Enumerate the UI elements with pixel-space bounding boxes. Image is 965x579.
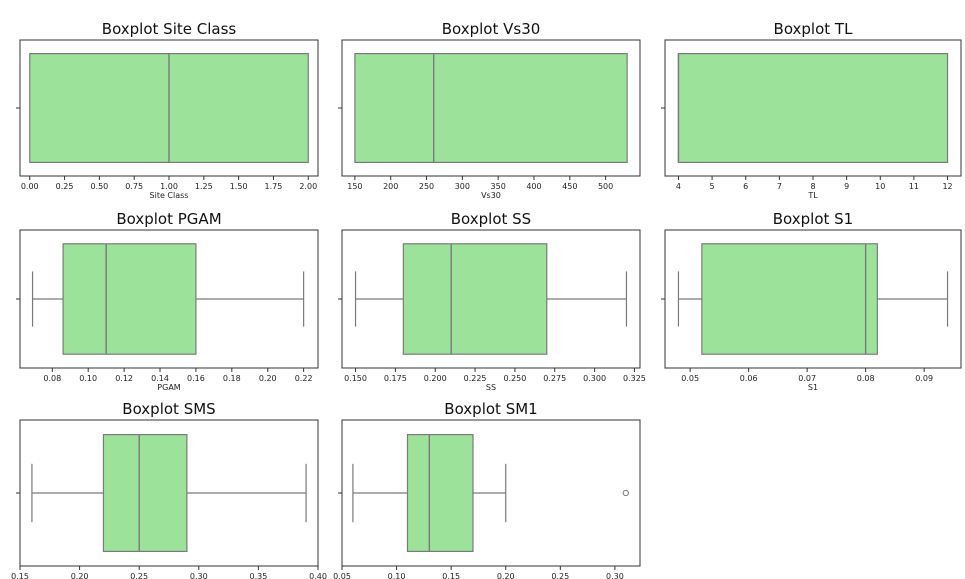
x-tick-label: 0.06 (740, 374, 758, 383)
boxplot-panel-4: Boxplot PGAM 0.08 0.10 0.12 0.14 0.16 0.18 0.20… (16, 210, 319, 392)
x-tick-label: 200 (383, 182, 398, 191)
x-axis-label: TL (807, 191, 818, 200)
x-tick-label: 0.20 (259, 374, 277, 383)
x-tick-label: 0.08 (857, 374, 875, 383)
x-tick-label: 500 (598, 182, 613, 191)
x-tick-label: 300 (455, 182, 470, 191)
x-tick-label: 0.25 (551, 572, 569, 579)
x-tick-label: 9 (844, 182, 849, 191)
iqr-box (102, 434, 188, 553)
x-tick-label: 0.10 (388, 572, 406, 579)
x-tick-label: 0.14 (151, 374, 169, 383)
x-tick-label: 0.175 (384, 374, 407, 383)
x-tick-label: 7 (777, 182, 782, 191)
x-tick-label: 0.50 (90, 182, 108, 191)
x-tick-label: 0.25 (56, 182, 74, 191)
panel-title: Boxplot SM1 (444, 400, 537, 418)
x-tick-label: 0.15 (442, 572, 460, 579)
x-tick-label: 450 (562, 182, 577, 191)
panel-title: Boxplot SS (451, 210, 531, 228)
x-tick-label: 10 (875, 182, 885, 191)
x-axis-label: S1 (808, 383, 818, 392)
x-tick-label: 0.30 (190, 572, 208, 579)
x-tick-label: 0.75 (125, 182, 143, 191)
x-tick-label: 5 (710, 182, 715, 191)
x-tick-label: 0.275 (543, 374, 566, 383)
x-tick-label: 0.12 (115, 374, 133, 383)
iqr-box (354, 52, 628, 164)
x-tick-label: 1.75 (265, 182, 283, 191)
boxplot-panel-1: Boxplot Site Class 0.00 0.25 0.50 0.75 1.00 1.… (16, 20, 319, 200)
boxplot-panel-5: Boxplot SS 0.150 0.175 0.200 0.225 0.250 0.275… (338, 210, 646, 392)
x-tick-label: 12 (942, 182, 952, 191)
x-tick-label: 0.40 (309, 572, 327, 579)
boxplot-panel-6: Boxplot S1 0.05 0.06 0.07 0.08 0.09 S1 (661, 210, 962, 392)
x-tick-label: 0.10 (79, 374, 97, 383)
x-tick-label: 1.00 (160, 182, 178, 191)
boxplot-panel-2: Boxplot Vs30 150 200 250 300 350 400 450 500 Vs30 (338, 20, 641, 200)
boxplot-panel-3: Boxplot TL 4 5 6 7 8 9 10 11 12 TL (661, 20, 962, 200)
iqr-box (402, 243, 548, 355)
x-tick-label: 8 (810, 182, 815, 191)
iqr-box (701, 243, 878, 355)
iqr-box (677, 52, 949, 164)
x-tick-label: 400 (526, 182, 541, 191)
x-tick-label: 4 (676, 182, 681, 191)
x-tick-label: 0.05 (681, 374, 699, 383)
x-tick-label: 0.25 (130, 572, 148, 579)
x-axis-label: SS (486, 383, 496, 392)
x-tick-label: 0.20 (71, 572, 89, 579)
panel-title: Boxplot PGAM (116, 210, 221, 228)
x-tick-label: 0.30 (606, 572, 624, 579)
panel-title: Boxplot S1 (773, 210, 853, 228)
x-tick-label: 0.07 (798, 374, 816, 383)
panel-title: Boxplot TL (774, 20, 854, 38)
x-tick-label: 0.22 (295, 374, 313, 383)
x-tick-label: 0.200 (424, 374, 447, 383)
x-tick-label: 350 (491, 182, 506, 191)
x-axis-label: Site Class (150, 191, 189, 200)
x-tick-label: 0.20 (497, 572, 515, 579)
x-tick-label: 0.16 (187, 374, 205, 383)
x-tick-label: 0.150 (344, 374, 367, 383)
x-tick-label: 0.225 (464, 374, 487, 383)
x-axis-label: PGAM (157, 383, 180, 392)
x-tick-label: 0.250 (503, 374, 526, 383)
x-tick-label: 150 (347, 182, 362, 191)
x-tick-label: 6 (743, 182, 748, 191)
outlier-point (622, 489, 629, 497)
panel-title: Boxplot Site Class (102, 20, 237, 38)
x-tick-label: 0.08 (43, 374, 61, 383)
x-tick-label: 0.300 (583, 374, 606, 383)
x-tick-label: 0.00 (21, 182, 39, 191)
x-tick-label: 1.50 (230, 182, 248, 191)
x-tick-label: 11 (909, 182, 919, 191)
x-axis-label: Vs30 (481, 191, 501, 200)
x-tick-label: 0.09 (915, 374, 933, 383)
iqr-box (406, 434, 474, 553)
iqr-box (62, 243, 197, 355)
x-tick-label: 0.05 (333, 572, 351, 579)
x-tick-label: 0.15 (11, 572, 29, 579)
x-tick-label: 0.325 (623, 374, 646, 383)
panel-title: Boxplot Vs30 (442, 20, 541, 38)
panel-title: Boxplot SMS (122, 400, 215, 418)
x-tick-label: 1.25 (195, 182, 213, 191)
x-tick-label: 2.00 (299, 182, 317, 191)
x-tick-label: 0.18 (223, 374, 241, 383)
x-tick-label: 0.35 (249, 572, 267, 579)
x-tick-label: 250 (419, 182, 434, 191)
